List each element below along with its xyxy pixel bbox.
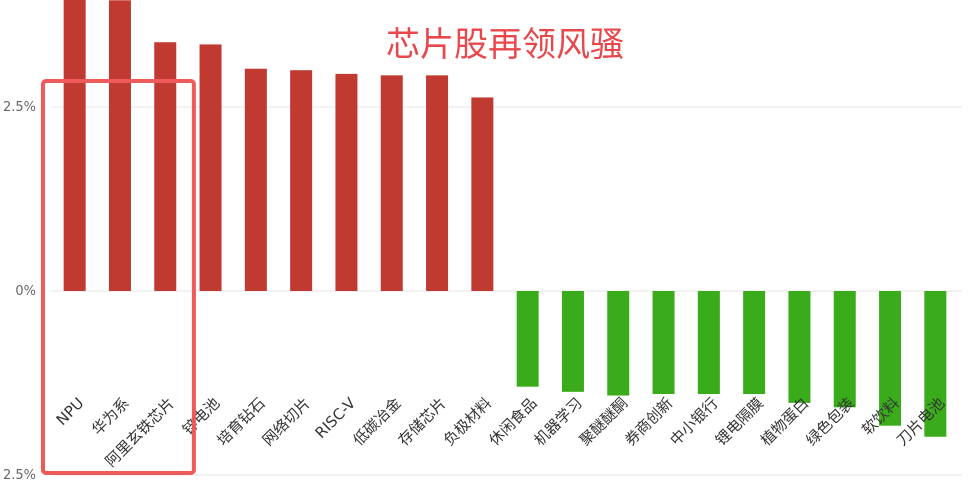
x-tick-label: 网络切片 [259,394,314,449]
y-tick-label: 2.5% [3,100,36,115]
x-tick-label: 聚醚醚酮 [576,394,631,449]
x-tick-label: 负极材料 [440,394,495,449]
x-tick-label: 存储芯片 [395,394,450,449]
bar [380,75,403,292]
bar [697,291,720,395]
bar [471,97,494,291]
bar [561,291,584,392]
x-tick-label: 低碳冶金 [349,394,404,449]
bar [244,68,267,291]
x-tick-label: 培育钻石 [214,394,269,449]
bar [335,73,358,291]
x-tick-label: 中小银行 [667,394,722,449]
bar [924,291,947,437]
bar [154,42,177,292]
y-tick-label: 2.5% [3,468,36,480]
x-tick-label: 绿色包装 [802,394,857,449]
y-axis-ticks: 7.5%5%2.5%0%2.5% [3,100,36,480]
bar [879,291,902,426]
bar [743,291,766,395]
bar [63,0,86,291]
bar [516,291,539,387]
bar [652,291,675,395]
x-tick-label: 植物蛋白 [757,394,812,449]
bar [426,75,449,292]
bar [788,291,811,403]
x-tick-label: 锂电隔膜 [712,394,767,449]
bar [290,70,313,291]
y-tick-label: 0% [15,284,36,299]
x-tick-label: 休闲食品 [485,394,540,449]
x-tick-label: 券商创新 [621,394,676,449]
highlight-box [41,79,196,475]
x-tick-label: 机器学习 [531,394,586,449]
bar [199,44,222,291]
chart-title: 芯片股再领风骚 [386,25,624,65]
bar [108,0,131,292]
x-tick-label: NPU [53,394,88,429]
gridlines [52,106,962,476]
bar [607,291,630,396]
bar [833,291,856,408]
bars [63,0,947,437]
